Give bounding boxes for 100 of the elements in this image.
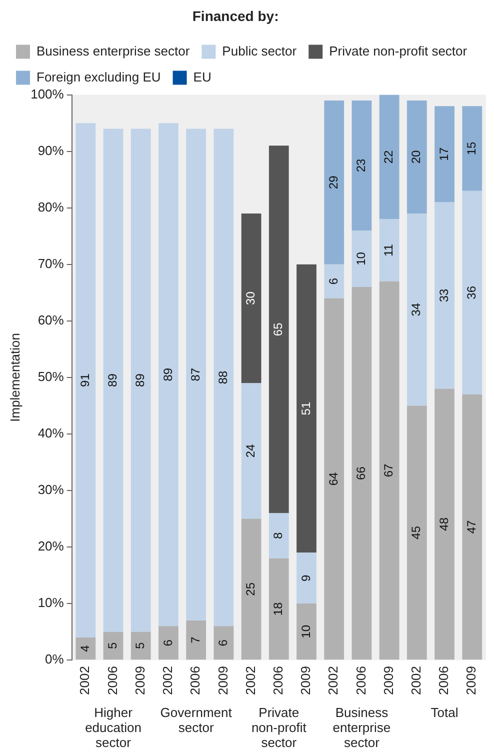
text: Government sector: [160, 705, 232, 736]
data-label: 87: [188, 368, 202, 382]
data-label: 22: [382, 150, 396, 164]
y-tick-label: 80%: [38, 199, 64, 214]
data-label: 89: [160, 368, 175, 382]
text: Total: [430, 705, 458, 720]
x-tick-label: 2009: [380, 666, 396, 695]
data-label: 89: [106, 373, 120, 387]
data-label: 10: [354, 252, 368, 266]
y-tick-label: 70%: [38, 256, 64, 271]
data-label: 67: [382, 463, 396, 478]
data-label: 51: [298, 402, 313, 416]
data-label: 89: [133, 373, 148, 387]
bar: [434, 388, 454, 660]
text: Private non-profit sector: [251, 705, 307, 750]
bar: [186, 128, 206, 621]
data-label: 23: [354, 158, 368, 172]
data-label: 45: [409, 526, 424, 540]
legend-label: Business enterprise sector: [36, 43, 190, 58]
bar: [324, 264, 344, 298]
bar: [406, 214, 427, 406]
data-label: 7: [188, 636, 202, 644]
y-tick-label: 100%: [30, 86, 64, 102]
bar: [434, 106, 454, 202]
data-label: 64: [326, 472, 340, 486]
data-label: 17: [436, 147, 451, 161]
data-label: 6: [160, 639, 175, 646]
data-label: 20: [409, 150, 424, 164]
x-tick-label: 2002: [326, 666, 341, 695]
data-label: 34: [409, 302, 424, 316]
text: Higher education sector: [85, 705, 142, 750]
bar: [352, 100, 372, 230]
data-label: 4: [78, 644, 92, 652]
bar: [268, 513, 289, 558]
data-label: 25: [244, 582, 258, 596]
bar: [379, 94, 400, 220]
bar: [241, 214, 262, 384]
data-label: 11: [382, 244, 396, 256]
bar: [103, 128, 124, 632]
text: Business enterprise sector: [332, 705, 391, 750]
bar: [130, 632, 151, 660]
y-tick-label: 10%: [38, 595, 64, 610]
bar: [76, 123, 96, 638]
bar: [379, 281, 400, 660]
data-label: 66: [354, 466, 368, 480]
bar: [268, 146, 289, 514]
y-axis-title: Implementation: [7, 332, 22, 422]
y-tick-label: 20%: [38, 538, 64, 554]
data-label: 65: [271, 322, 286, 336]
x-tick-label: 2009: [298, 666, 314, 695]
data-label: 47: [464, 520, 478, 534]
x-tick-label: 2002: [242, 666, 258, 695]
bar: [406, 406, 427, 660]
bar: [324, 298, 344, 660]
bar: [103, 632, 124, 660]
data-label: 48: [436, 517, 451, 531]
legend-label: Foreign excluding EU: [36, 69, 161, 84]
x-tick-label: 2002: [408, 666, 424, 695]
bar: [241, 518, 262, 660]
bar: [130, 128, 151, 632]
y-tick-label: 90%: [38, 142, 64, 158]
bar: [462, 394, 482, 660]
data-label: 88: [216, 370, 230, 384]
legend-label: Private non-profit sector: [329, 43, 468, 58]
bar: [434, 202, 454, 389]
data-label: 24: [244, 444, 258, 458]
bar: [158, 123, 178, 626]
x-tick-label: 2006: [436, 666, 452, 695]
x-tick-label: 2009: [215, 666, 230, 695]
y-tick-label: 0%: [45, 652, 64, 667]
x-tick-label: 2002: [160, 666, 176, 695]
data-label: 30: [244, 291, 258, 305]
data-label: 33: [436, 288, 451, 302]
data-label: 36: [464, 286, 478, 300]
bar: [214, 128, 234, 626]
bar: [296, 604, 316, 660]
data-label: 9: [298, 574, 313, 582]
bar: [76, 637, 96, 660]
legend-title: Financed by:: [192, 8, 279, 24]
bar: [296, 264, 316, 553]
data-label: 5: [133, 642, 148, 650]
data-label: 5: [106, 642, 120, 650]
bar: [462, 106, 482, 191]
data-label: 6: [326, 278, 340, 285]
bar: [352, 286, 372, 660]
data-label: 10: [298, 624, 313, 638]
bar: [158, 626, 178, 660]
bar: [214, 626, 234, 660]
data-label: 15: [464, 142, 478, 156]
x-tick-label: 2006: [104, 666, 120, 695]
y-tick-label: 60%: [38, 312, 64, 328]
data-label: 91: [78, 373, 92, 387]
legend-label: EU: [193, 69, 212, 84]
y-tick-label: 30%: [38, 482, 64, 498]
data-label: 18: [271, 602, 286, 616]
legend-label: Public sector: [222, 43, 298, 58]
data-label: 8: [271, 532, 286, 540]
data-label: 29: [326, 175, 340, 190]
x-tick-label: 2002: [77, 666, 92, 695]
x-tick-label: 2009: [132, 666, 148, 695]
